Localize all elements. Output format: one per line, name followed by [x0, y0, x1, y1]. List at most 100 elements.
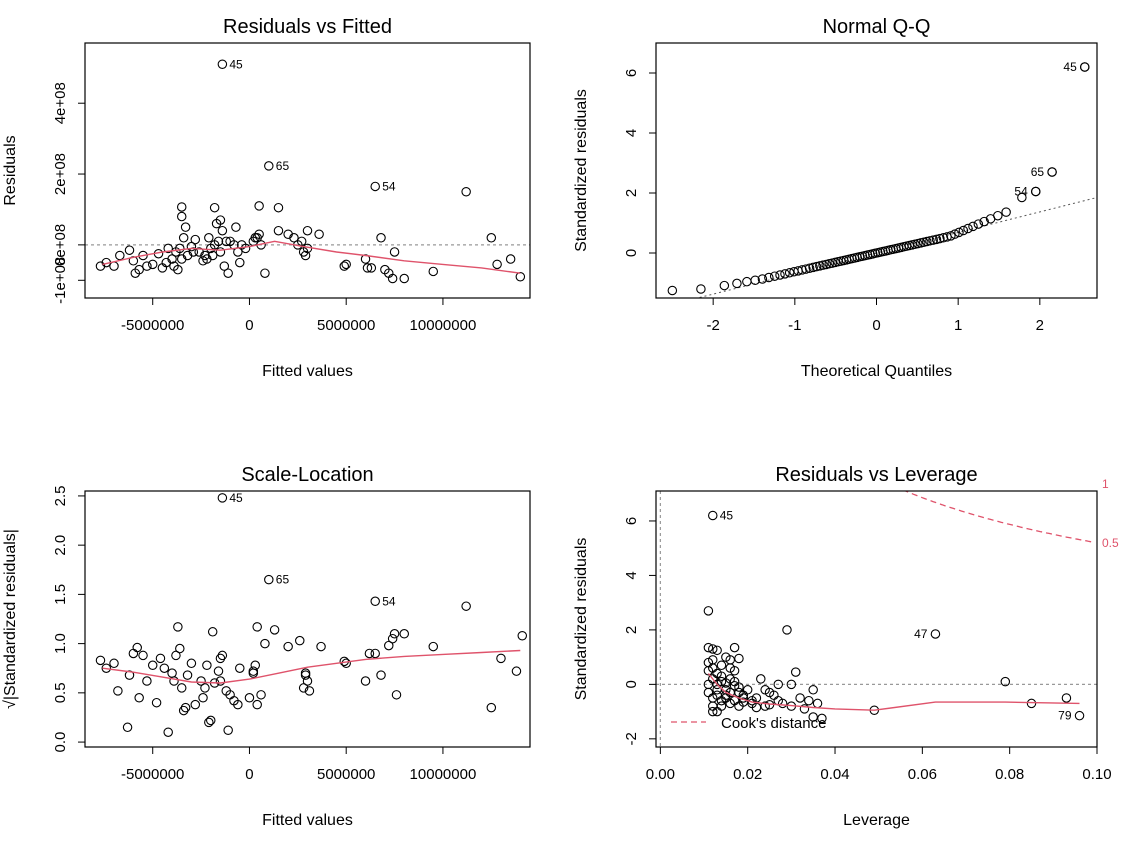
y-tick-label: 1.5 — [52, 584, 69, 605]
data-point — [973, 219, 984, 229]
data-point — [703, 606, 714, 616]
y-tick-label: 0e+08 — [52, 224, 69, 266]
data-point — [712, 685, 722, 695]
data-point — [283, 641, 293, 652]
x-tick-label: 10000000 — [410, 766, 477, 783]
data-point — [712, 679, 722, 690]
data-point — [769, 271, 780, 281]
data-point — [667, 285, 678, 296]
data-point — [190, 234, 201, 245]
labeled-point — [370, 596, 380, 607]
chart-title: Scale-Location — [241, 464, 373, 486]
data-point — [938, 233, 949, 243]
point-label: 45 — [229, 491, 243, 505]
data-point — [176, 202, 187, 212]
data-point — [204, 717, 214, 728]
data-point — [703, 687, 714, 698]
labeled-point — [1080, 62, 1090, 72]
data-point — [186, 241, 197, 252]
data-point — [712, 690, 722, 701]
y-tick-label: -2 — [623, 732, 640, 745]
data-point — [954, 227, 964, 238]
data-point — [213, 666, 224, 676]
data-point — [993, 210, 1003, 221]
x-tick-label: 0.08 — [995, 766, 1024, 783]
data-point — [113, 686, 123, 696]
data-point — [215, 215, 226, 225]
data-point — [387, 633, 398, 644]
y-tick-label: 0 — [623, 680, 640, 688]
data-point — [109, 658, 119, 669]
panel-4: Residuals vs Leverage Leverage Standardize… — [573, 0, 1119, 829]
labeled-point — [1047, 167, 1057, 177]
y-tick-label: 1.0 — [52, 633, 69, 654]
data-point — [128, 648, 139, 659]
x-tick-label: 0 — [872, 317, 880, 334]
data-point — [801, 264, 811, 274]
data-point — [773, 679, 784, 690]
y-tick-label: 2 — [623, 626, 640, 634]
x-tick-label: 0 — [245, 766, 253, 783]
data-point — [167, 254, 177, 264]
data-point — [931, 234, 942, 245]
y-tick-label: 6 — [623, 69, 640, 77]
data-point — [109, 261, 119, 271]
data-point — [804, 695, 814, 706]
data-point — [254, 201, 264, 211]
data-point — [115, 250, 125, 261]
data-point — [163, 243, 173, 254]
data-point — [138, 250, 148, 261]
data-point — [950, 229, 960, 239]
data-point — [376, 233, 386, 243]
data-point — [505, 254, 516, 264]
data-point — [147, 660, 158, 671]
data-point — [134, 264, 144, 275]
data-point — [142, 676, 152, 686]
x-axis-label: Leverage — [843, 812, 910, 829]
data-point — [817, 713, 827, 724]
data-point — [206, 715, 216, 726]
data-point — [511, 666, 522, 676]
data-point — [269, 625, 280, 635]
labeled-point — [264, 574, 274, 585]
qq-reference-line — [695, 197, 1097, 298]
data-point — [742, 685, 753, 695]
data-point — [219, 261, 230, 271]
data-point — [756, 674, 766, 684]
data-point — [151, 697, 162, 708]
data-point — [142, 261, 152, 271]
point-label: 54 — [382, 594, 396, 608]
point-label: 65 — [1031, 165, 1045, 179]
data-point — [300, 668, 311, 678]
chart-title: Residuals vs Fitted — [223, 16, 392, 38]
data-point — [428, 641, 439, 652]
x-tick-label: 2 — [1036, 317, 1044, 334]
data-point — [250, 660, 261, 671]
cooks-distance-contour — [665, 0, 1095, 484]
data-point — [1000, 676, 1011, 687]
smooth-line — [102, 240, 521, 274]
data-point — [979, 216, 989, 227]
data-point — [708, 655, 718, 665]
legend-label: Cook's distance — [721, 715, 826, 732]
data-point — [240, 243, 251, 254]
data-point — [370, 648, 380, 659]
cooks-level-label: 1 — [1102, 477, 1109, 491]
data-point — [300, 670, 311, 680]
x-tick-label: -5000000 — [121, 317, 184, 334]
data-point — [721, 652, 731, 662]
panel-3: Scale-Location Fitted values √|Standardize… — [2, 464, 531, 829]
data-point — [248, 666, 259, 676]
data-point — [300, 250, 311, 261]
x-tick-label: 5000000 — [317, 766, 375, 783]
data-point — [399, 273, 409, 284]
data-point — [389, 629, 400, 639]
data-point — [190, 699, 201, 710]
data-point — [790, 667, 801, 677]
data-point — [708, 706, 718, 717]
point-label: 45 — [720, 509, 734, 523]
x-tick-label: 10000000 — [410, 317, 477, 334]
smooth-line — [707, 673, 1080, 711]
data-point — [200, 683, 210, 693]
plot-frame — [84, 490, 531, 748]
